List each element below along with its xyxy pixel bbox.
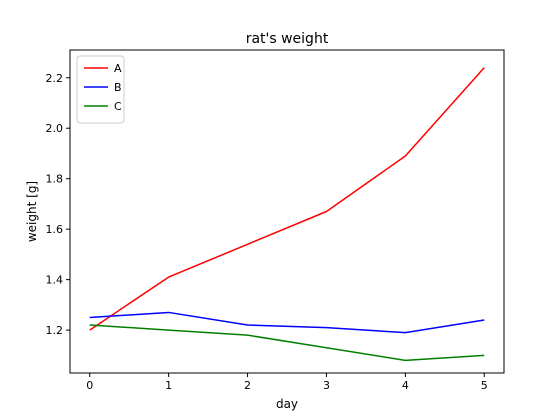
- y-axis-label: weight [g]: [25, 181, 39, 242]
- y-tick-label: 1.4: [46, 274, 64, 287]
- legend: ABC: [76, 55, 125, 124]
- x-axis-label: day: [276, 397, 298, 411]
- x-tick-label: 3: [323, 379, 330, 392]
- y-tick-label: 2.0: [46, 122, 64, 135]
- x-tick-label: 5: [481, 379, 488, 392]
- x-axis: 0 1 2 3 4 5: [86, 373, 488, 392]
- series-line-a: [89, 67, 485, 331]
- legend-label: A: [114, 62, 122, 75]
- series-layer: [89, 67, 485, 362]
- series-line-c: [89, 324, 485, 362]
- x-tick-label: 4: [402, 379, 409, 392]
- y-tick-label: 1.8: [46, 173, 64, 186]
- y-axis: 1.2 1.4 1.6 1.8 2.0 2.2: [46, 72, 70, 337]
- plot-frame: [69, 49, 505, 374]
- y-tick-label: 1.6: [46, 223, 64, 236]
- y-tick-label: 2.2: [46, 72, 64, 85]
- legend-label: C: [114, 100, 122, 113]
- legend-label: B: [114, 81, 122, 94]
- chart-title: rat's weight: [246, 31, 329, 47]
- plot-area: [69, 49, 505, 374]
- x-tick-label: 1: [165, 379, 172, 392]
- series-line-b: [89, 311, 485, 334]
- y-tick-label: 1.2: [46, 324, 64, 337]
- x-tick-label: 2: [244, 379, 251, 392]
- x-tick-label: 0: [86, 379, 93, 392]
